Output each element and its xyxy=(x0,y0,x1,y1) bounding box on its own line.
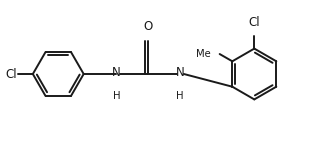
Text: N: N xyxy=(112,66,121,79)
Text: H: H xyxy=(177,91,184,101)
Text: H: H xyxy=(113,91,120,101)
Text: N: N xyxy=(176,66,184,79)
Text: O: O xyxy=(144,20,153,33)
Text: Cl: Cl xyxy=(5,67,17,81)
Text: Me: Me xyxy=(196,49,211,59)
Text: Cl: Cl xyxy=(248,16,260,29)
